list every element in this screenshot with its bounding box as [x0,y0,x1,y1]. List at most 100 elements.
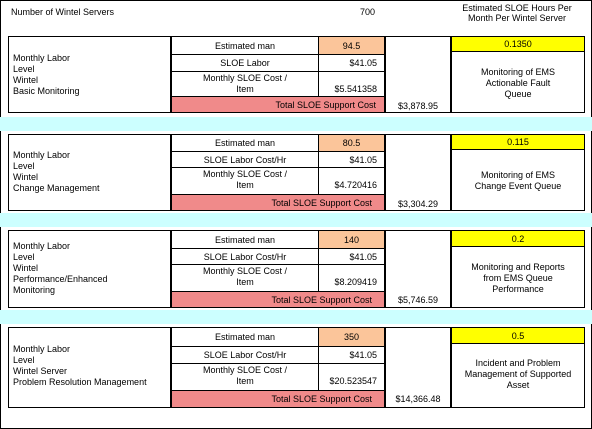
monthly-cost-label: Item [236,376,254,386]
note-line: Asset [506,380,530,390]
note-line: Incident and Problem [475,358,561,368]
servers-value: 700 [360,7,376,17]
total-value-box [385,327,451,408]
estimated-man-label: Estimated man [214,138,276,148]
note-line: Management of Supported [464,369,572,379]
section-desc-line: Monitoring [13,285,56,295]
estimated-man-label: Estimated man [214,332,276,342]
notes-box [451,36,585,113]
monthly-cost-label: Monthly SLOE Cost / [202,73,288,83]
labor-rate-value: $41.05 [349,58,377,68]
section-desc-line: Level [13,355,35,365]
hours-label: Estimated SLOE Hours Per Month Per Winte… [462,3,572,23]
section-desc-line: Monthly Labor [13,344,71,354]
notes-box [451,230,585,308]
total-cost-label: Total SLOE Support Cost [172,292,384,307]
monthly-cost-label: Monthly SLOE Cost / [202,169,288,179]
labor-rate-label: SLOE Labor Cost/Hr [203,154,287,165]
section-desc-line: Level [13,252,35,262]
total-cost-label: Total SLOE Support Cost [172,97,384,112]
section-description-box [8,327,171,408]
grid-line [318,327,319,390]
total-cost-label: Total SLOE Support Cost [172,195,384,210]
hours-value: 0.2 [452,231,584,247]
section-desc-line: Performance/Enhanced [13,274,108,284]
estimated-man-value: 350 [319,328,384,346]
note-line: Monitoring and Reports [471,262,565,272]
grid-line [318,134,319,194]
grid-line [171,264,385,265]
notes-box [451,134,585,211]
note-line: from EMS Queue [483,273,553,283]
total-cost-value: $3,878.95 [397,101,439,111]
grid-line [171,151,385,152]
total-cost-label: Total SLOE Support Cost [172,391,384,407]
section-desc-line: Wintel [13,263,39,273]
monthly-cost-label: Item [236,180,254,190]
section-description-box [8,230,171,308]
hours-value: 0.115 [452,135,584,150]
grid-line [171,248,385,249]
servers-label: Number of Wintel Servers [11,7,115,17]
section-desc-line: Wintel Server [13,366,68,376]
hours-value: 0.5 [452,328,584,344]
labor-rate-value: $41.05 [349,154,377,165]
grid-line [171,346,385,347]
section-desc-line: Problem Resolution Management [13,377,147,387]
section-description-box [8,134,171,211]
note-line: Performance [492,284,544,294]
estimated-man-label: Estimated man [214,234,276,245]
monthly-cost-label: Item [236,277,254,287]
section-desc-line: Monthly Labor [13,53,71,63]
cost-grid [171,230,385,308]
grid-line [171,194,385,195]
grid-line [318,36,319,96]
separator-band [0,213,592,227]
monthly-cost-value: $5.541358 [334,84,377,94]
estimated-man-label: Estimated man [214,40,276,51]
total-cost-value: $3,304.29 [397,199,439,209]
section-description-box [8,36,171,113]
section-desc-line: Monthly Labor [13,150,71,160]
monthly-cost-label: Item [236,84,254,94]
monthly-cost-value: $4.720416 [334,180,377,190]
note-line: Monitoring of EMS [480,67,556,77]
monthly-cost-value: $20.523547 [329,376,377,386]
grid-line [171,71,385,72]
section-desc-line: Level [13,64,35,74]
monthly-cost-label: Monthly SLOE Cost / [202,266,288,276]
monthly-cost-label: Monthly SLOE Cost / [202,365,288,375]
section-desc-line: Change Management [13,183,100,193]
note-line: Actionable Fault [485,78,551,88]
total-cost-value: $14,366.48 [395,394,441,404]
cost-grid [171,134,385,211]
monthly-cost-value: $8.209419 [334,277,377,287]
notes-box [451,327,585,408]
note-line: Change Event Queue [474,181,562,191]
section-desc-line: Wintel [13,75,39,85]
section-desc-line: Wintel [13,172,39,182]
labor-rate-label: SLOE Labor [220,58,270,68]
grid-line [318,230,319,291]
separator-band [0,310,592,324]
cost-grid [171,327,385,408]
total-value-box [385,36,451,113]
total-value-box [385,134,451,211]
hours-value: 0.1350 [452,37,584,52]
grid-line [171,363,385,364]
estimated-man-value: 140 [319,231,384,248]
labor-rate-value: $41.05 [349,251,377,262]
labor-rate-label: SLOE Labor Cost/Hr [203,350,287,360]
separator-band [0,117,592,131]
section-desc-line: Basic Monitoring [13,86,80,96]
grid-line [171,96,385,97]
cost-grid [171,36,385,113]
estimated-man-value: 80.5 [319,135,384,151]
section-desc-line: Level [13,161,35,171]
grid-line [171,167,385,168]
estimated-man-value: 94.5 [319,37,384,54]
total-cost-value: $5,746.59 [397,295,439,305]
labor-rate-label: SLOE Labor Cost/Hr [203,251,287,262]
grid-line [171,54,385,55]
note-line: Monitoring of EMS [480,170,556,180]
